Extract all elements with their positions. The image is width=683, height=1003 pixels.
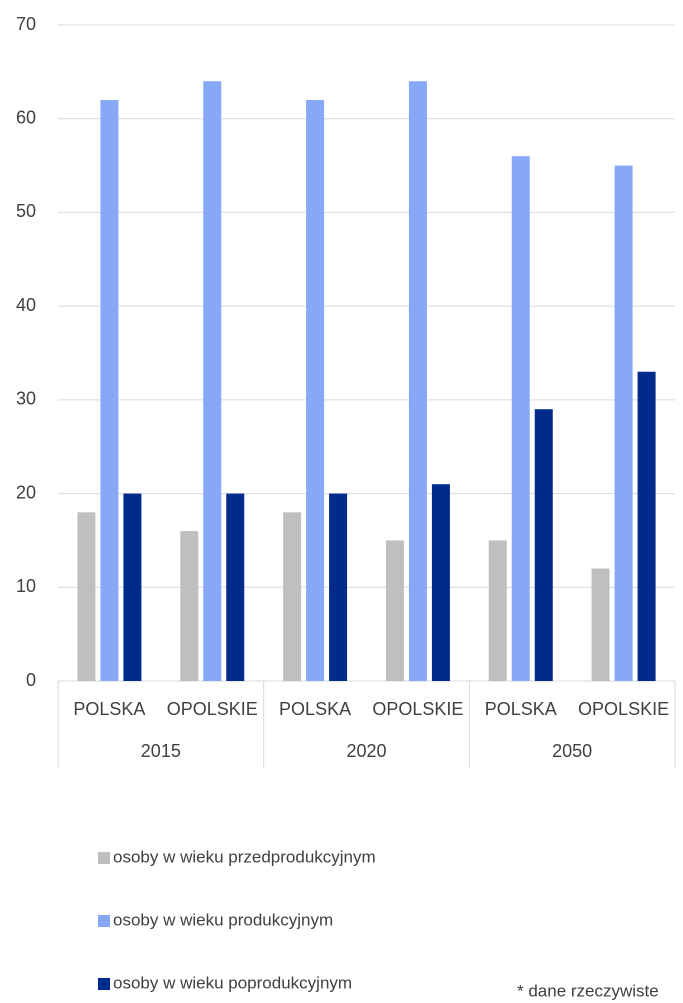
y-tick-label: 40 <box>16 295 36 315</box>
bar <box>180 531 199 681</box>
bar <box>488 540 507 681</box>
y-tick-label: 30 <box>16 389 36 409</box>
bar <box>637 371 656 681</box>
legend-swatch <box>98 978 110 990</box>
legend-label: osoby w wieku przedprodukcyjnym <box>113 847 376 866</box>
bar <box>77 512 96 681</box>
bar <box>614 165 633 682</box>
bar <box>100 99 119 681</box>
bar <box>283 512 302 681</box>
y-tick-label: 0 <box>26 670 36 690</box>
annotation: * dane rzeczywiste <box>517 981 659 1000</box>
bar <box>408 81 427 681</box>
x-tick-label: POLSKA <box>279 699 351 719</box>
bar <box>329 493 348 681</box>
bar <box>226 493 245 681</box>
x-tick-label: POLSKA <box>73 699 145 719</box>
legend-label: osoby w wieku poprodukcyjnym <box>113 973 352 992</box>
x-tick-label: OPOLSKIE <box>578 699 669 719</box>
group-label: 2015 <box>141 741 181 761</box>
y-tick-label: 20 <box>16 482 36 502</box>
group-label: 2020 <box>346 741 386 761</box>
legend-swatch <box>98 852 110 864</box>
y-tick-label: 50 <box>16 201 36 221</box>
x-tick-label: OPOLSKIE <box>372 699 463 719</box>
y-tick-label: 10 <box>16 576 36 596</box>
bar <box>123 493 142 681</box>
bar <box>431 484 450 681</box>
x-tick-label: POLSKA <box>485 699 557 719</box>
bar <box>591 568 610 681</box>
y-tick-label: 70 <box>16 14 36 34</box>
bar <box>385 540 404 681</box>
bar <box>534 409 553 681</box>
y-tick-label: 60 <box>16 107 36 127</box>
x-tick-label: OPOLSKIE <box>167 699 258 719</box>
legend-swatch <box>98 915 110 927</box>
bar <box>511 156 530 681</box>
bar <box>306 99 325 681</box>
legend-label: osoby w wieku produkcyjnym <box>113 910 333 929</box>
group-label: 2050 <box>552 741 592 761</box>
bar <box>203 81 222 681</box>
